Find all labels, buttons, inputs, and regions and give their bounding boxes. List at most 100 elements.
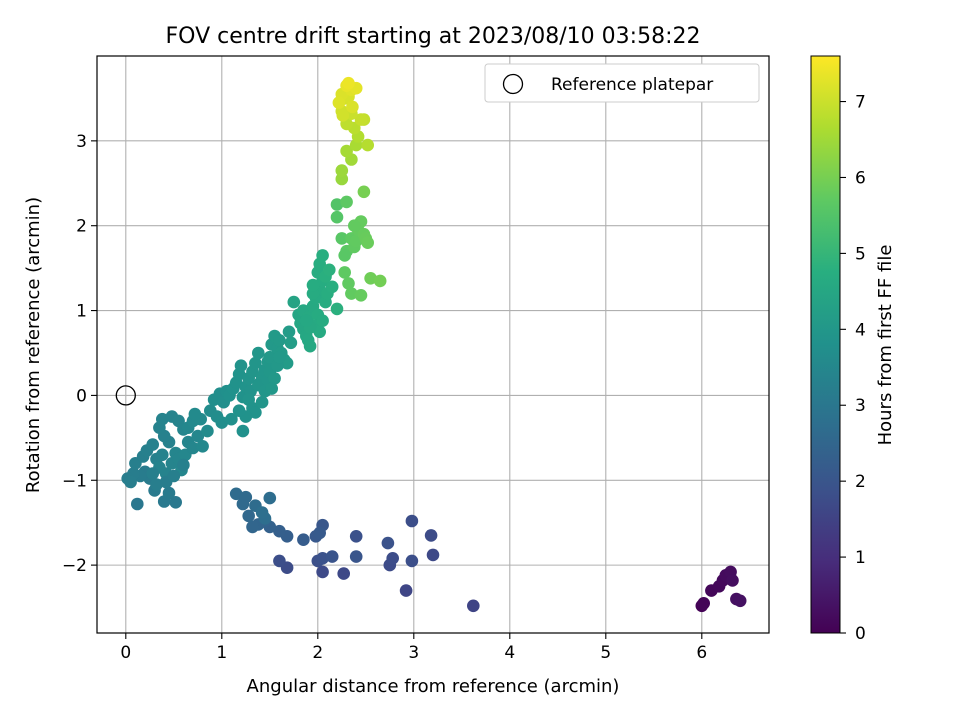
data-point	[313, 526, 327, 540]
colorbar-tick-label: 6	[855, 168, 866, 188]
data-points	[121, 76, 747, 613]
data-point	[131, 497, 144, 511]
data-point	[186, 441, 200, 455]
data-point	[405, 514, 419, 528]
data-point	[229, 487, 243, 501]
data-point	[325, 550, 339, 563]
data-point	[287, 295, 301, 309]
colorbar-ticks: 0 1 2 3 4 5 6 7	[840, 93, 866, 644]
data-point	[124, 475, 137, 489]
colorbar-tick-label: 4	[855, 320, 866, 340]
data-point	[361, 236, 375, 249]
data-point	[162, 486, 176, 500]
data-point	[697, 597, 710, 610]
data-point	[249, 406, 262, 419]
grid	[97, 56, 769, 633]
y-tick-label: −1	[62, 471, 87, 491]
data-point	[273, 334, 286, 347]
data-point	[273, 554, 286, 568]
data-point	[150, 478, 163, 491]
plot-frame	[96, 55, 770, 634]
data-point	[332, 96, 346, 109]
data-point	[177, 458, 190, 472]
reference-marker	[115, 385, 136, 406]
data-point	[316, 249, 329, 262]
x-tick-label: 3	[408, 643, 419, 663]
y-tick-label: 0	[76, 386, 87, 406]
data-point	[346, 100, 359, 114]
data-point	[325, 280, 339, 294]
x-tick-label: 2	[312, 643, 323, 663]
data-point	[239, 490, 253, 504]
data-point	[342, 277, 355, 290]
data-point	[381, 536, 395, 550]
data-point	[733, 594, 747, 608]
data-point	[424, 529, 438, 542]
data-point	[340, 195, 353, 209]
data-point	[354, 113, 368, 126]
x-tick-label: 6	[696, 643, 707, 663]
data-point	[249, 356, 262, 370]
data-point	[340, 144, 353, 158]
data-point	[373, 274, 387, 288]
data-point	[335, 164, 349, 177]
legend-marker	[502, 73, 524, 95]
data-point	[265, 382, 279, 395]
data-point	[345, 287, 358, 300]
colorbar-gradient	[810, 55, 841, 634]
data-point	[284, 336, 298, 350]
data-point	[337, 567, 351, 580]
data-point	[263, 350, 277, 364]
y-tick-label: 3	[76, 132, 87, 152]
data-point	[323, 263, 336, 277]
data-point	[196, 440, 209, 453]
y-axis: −2 −1 0 1 2 3	[62, 132, 97, 576]
x-tick-label: 5	[600, 643, 611, 663]
data-point	[263, 491, 277, 505]
legend-box	[484, 63, 760, 103]
data-point	[335, 232, 349, 245]
data-point	[330, 210, 344, 224]
data-point	[357, 185, 371, 199]
data-point	[364, 272, 377, 285]
data-point	[255, 506, 269, 519]
colorbar-tick-label: 2	[855, 472, 866, 492]
chart-title: FOV centre drift starting at 2023/08/10 …	[166, 24, 701, 49]
data-point	[236, 424, 250, 438]
colorbar-tick-label: 1	[855, 548, 866, 568]
data-point	[169, 496, 182, 509]
data-point	[234, 359, 248, 373]
data-point	[330, 198, 344, 211]
legend: Reference platepar	[484, 63, 760, 103]
data-point	[354, 289, 368, 302]
data-point	[303, 339, 317, 353]
data-point	[232, 404, 246, 418]
data-point	[215, 416, 229, 429]
colorbar-tick-label: 3	[855, 396, 866, 416]
colorbar-tick-label: 0	[855, 624, 866, 644]
data-point	[300, 314, 313, 328]
data-point	[361, 138, 375, 152]
colorbar-tick-label: 5	[855, 244, 866, 264]
data-point	[273, 350, 286, 364]
data-point	[282, 325, 296, 339]
data-point	[273, 524, 286, 538]
x-axis: 0 1 2 3 4 5 6	[120, 633, 707, 663]
data-point	[316, 565, 329, 579]
data-point	[191, 429, 205, 443]
data-point	[726, 574, 739, 587]
data-point	[167, 469, 181, 483]
data-point	[426, 548, 440, 562]
data-point	[156, 412, 169, 426]
data-point	[188, 407, 202, 421]
y-axis-label: Rotation from reference (arcmin)	[23, 197, 44, 493]
x-tick-label: 4	[504, 643, 515, 663]
data-point	[467, 599, 480, 613]
data-point	[146, 467, 159, 480]
data-point	[297, 533, 310, 546]
colorbar: 0 1 2 3 4 5 6 7 Hours from first FF file	[810, 55, 896, 644]
data-point	[225, 412, 238, 426]
y-tick-label: 1	[76, 302, 87, 322]
x-axis-label: Angular distance from reference (arcmin)	[247, 676, 620, 697]
